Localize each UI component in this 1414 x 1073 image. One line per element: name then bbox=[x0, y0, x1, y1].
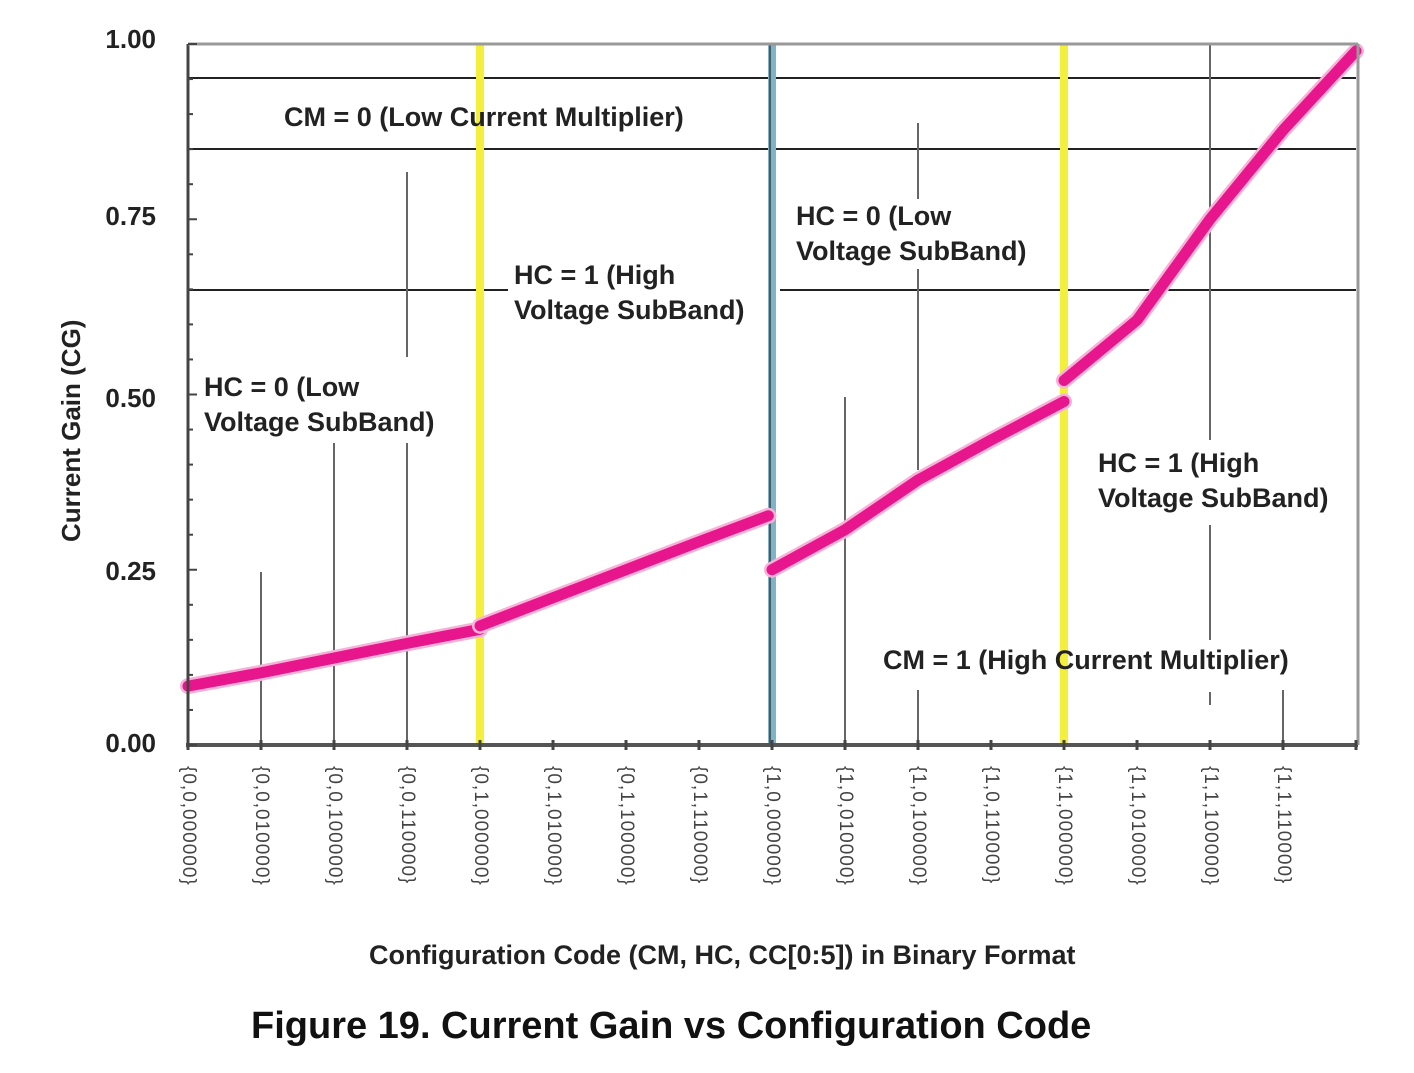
x-tick-label: {0,1,110000} bbox=[689, 766, 710, 885]
annotation-cm1: CM = 1 (High Current Multiplier) bbox=[883, 645, 1289, 675]
y-tick-label: 0.50 bbox=[105, 383, 156, 413]
annotation-line: HC = 0 (Low bbox=[796, 201, 952, 231]
annotation-cm0: CM = 0 (Low Current Multiplier) bbox=[284, 102, 684, 132]
x-tick-label: {0,0,000000} bbox=[178, 766, 199, 886]
y-axis-label: Current Gain (CG) bbox=[56, 319, 86, 542]
annotation-line: Voltage SubBand) bbox=[796, 236, 1027, 266]
annotation-hc0-left: HC = 0 (Low Voltage SubBand) bbox=[204, 370, 435, 440]
series-line bbox=[474, 510, 774, 632]
y-tick-label: 1.00 bbox=[105, 24, 156, 54]
annotation-hc0-right: HC = 0 (Low Voltage SubBand) bbox=[796, 199, 1027, 269]
annotation-line: Voltage SubBand) bbox=[204, 407, 435, 437]
x-tick-label: {1,0,000000} bbox=[762, 766, 783, 886]
x-tick-label: {1,0,110000} bbox=[981, 766, 1002, 885]
x-tick-label: {0,0,010000} bbox=[251, 766, 272, 886]
x-tick-label: {0,0,110000} bbox=[397, 766, 418, 885]
annotation-line: HC = 0 (Low bbox=[204, 372, 360, 402]
x-tick-label: {0,1,010000} bbox=[543, 766, 564, 886]
y-tick-label: 0.25 bbox=[105, 556, 156, 586]
annotation-hc1-right: HC = 1 (High Voltage SubBand) bbox=[1098, 446, 1329, 516]
x-tick-label: {1,1,010000} bbox=[1127, 766, 1148, 886]
data-series bbox=[180, 43, 1364, 695]
annotation-line: Voltage SubBand) bbox=[1098, 483, 1329, 513]
x-tick-label: {1,0,100000} bbox=[908, 766, 929, 886]
x-tick-label: {1,0,010000} bbox=[835, 766, 856, 886]
figure-caption: Figure 19. Current Gain vs Configuration… bbox=[251, 1005, 1092, 1047]
annotation-hc1-left: HC = 1 (High Voltage SubBand) bbox=[514, 258, 745, 328]
x-tick-label: {0,1,100000} bbox=[616, 766, 637, 886]
axes bbox=[186, 42, 1360, 750]
x-tick-label: {0,0,100000} bbox=[324, 766, 345, 886]
annotation-line: HC = 1 (High bbox=[514, 260, 676, 290]
annotation-line: HC = 1 (High bbox=[1098, 448, 1260, 478]
divider-line bbox=[768, 44, 776, 745]
x-tick-label: {1,1,100000} bbox=[1200, 766, 1221, 886]
x-tick-label: {0,1,000000} bbox=[470, 766, 491, 886]
x-tick-label: {1,1,110000} bbox=[1273, 766, 1294, 885]
x-axis-label: Configuration Code (CM, HC, CC[0:5]) in … bbox=[369, 940, 1076, 970]
x-tick-label: {1,1,000000} bbox=[1054, 766, 1075, 886]
annotation-line: Voltage SubBand) bbox=[514, 295, 745, 325]
y-tick-label: 0.00 bbox=[105, 728, 156, 758]
grid-lines bbox=[188, 44, 1356, 745]
y-tick-label: 0.75 bbox=[105, 201, 156, 231]
divider-line bbox=[476, 44, 484, 745]
